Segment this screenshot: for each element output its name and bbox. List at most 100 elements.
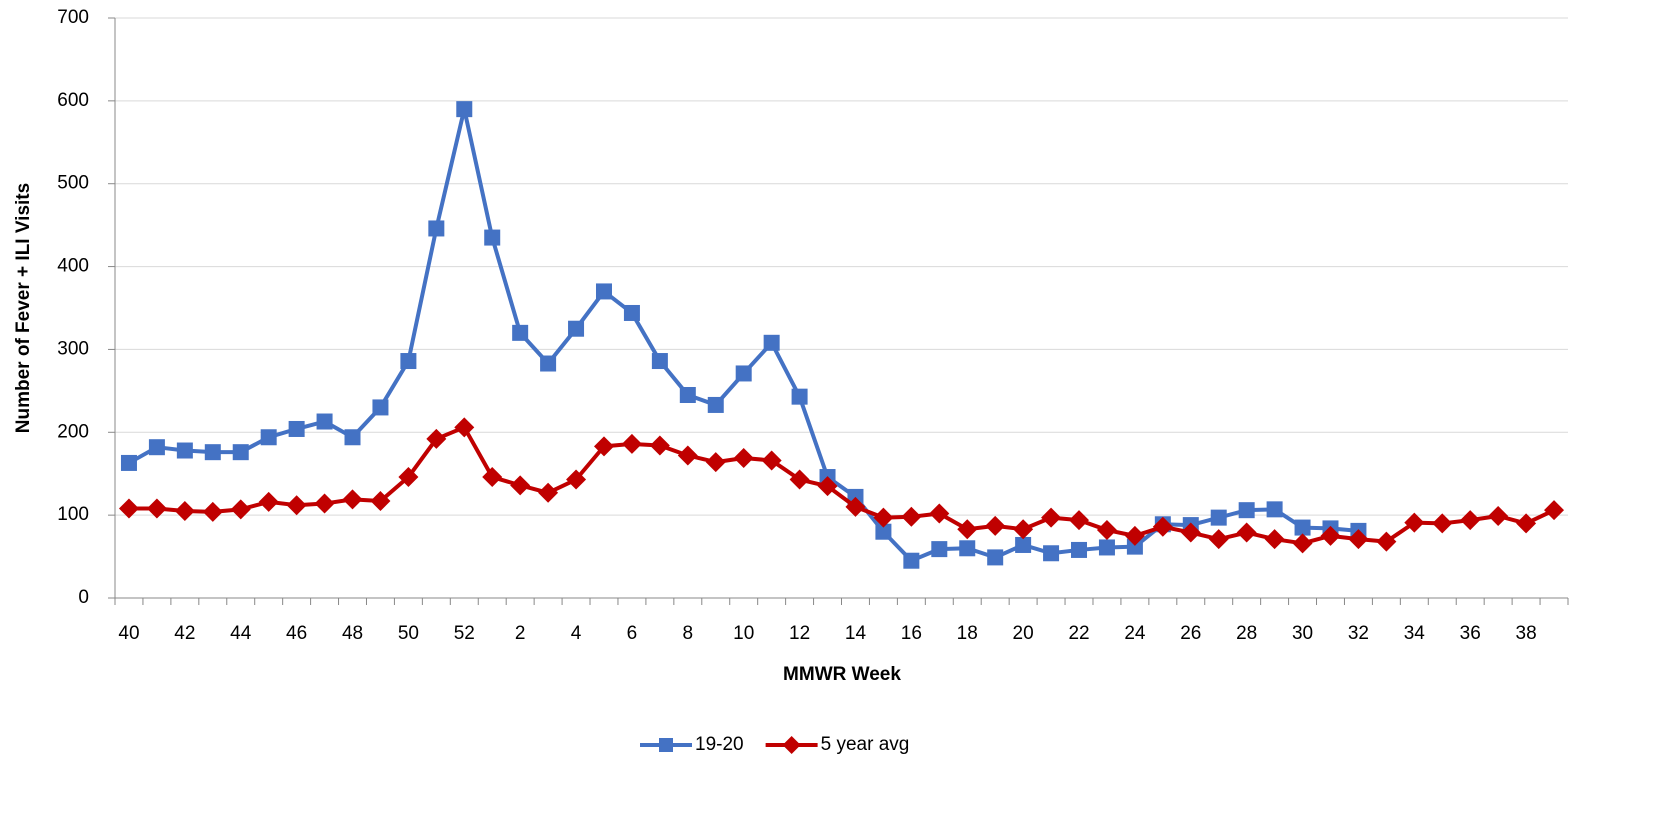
marker [649, 435, 670, 456]
x-tick-label: 2 [515, 623, 526, 644]
marker [372, 399, 389, 416]
marker [566, 469, 587, 490]
marker [148, 439, 165, 456]
marker [875, 523, 892, 540]
marker [903, 552, 920, 569]
marker [204, 444, 221, 461]
marker [1238, 502, 1255, 519]
x-tick-label: 4 [571, 623, 582, 644]
x-tick-label: 12 [789, 623, 810, 644]
y-tick-label: 400 [57, 256, 89, 277]
marker [146, 498, 167, 519]
marker [454, 417, 475, 438]
x-tick-label: 42 [174, 623, 195, 644]
x-tick-label: 32 [1348, 623, 1369, 644]
x-tick-label: 50 [398, 623, 419, 644]
x-tick-label: 48 [342, 623, 363, 644]
marker [1180, 522, 1201, 543]
marker [929, 503, 950, 524]
y-tick-label: 200 [57, 421, 89, 442]
marker [342, 489, 363, 510]
y-tick-label: 300 [57, 338, 89, 359]
y-tick-label: 700 [57, 7, 89, 28]
marker [1460, 510, 1481, 531]
marker [1098, 539, 1115, 556]
x-tick-label: 44 [230, 623, 252, 644]
marker [763, 334, 780, 351]
x-tick-label: 52 [454, 623, 475, 644]
marker [512, 324, 529, 341]
y-tick-label: 100 [57, 504, 89, 525]
marker [1320, 525, 1341, 546]
marker [791, 388, 808, 405]
x-tick-label: 14 [845, 623, 867, 644]
marker [1041, 507, 1062, 528]
marker [651, 353, 668, 370]
marker [789, 469, 810, 490]
marker [286, 495, 307, 516]
marker [782, 736, 801, 754]
marker [288, 420, 305, 437]
y-axis-title: Number of Fever + ILI Visits [13, 183, 34, 433]
marker [370, 491, 391, 512]
marker [1294, 519, 1311, 536]
marker [959, 540, 976, 557]
y-tick-label: 600 [57, 90, 89, 111]
marker [987, 549, 1004, 566]
marker [400, 353, 417, 370]
x-tick-label: 16 [901, 623, 922, 644]
y-tick-label: 500 [57, 173, 89, 194]
marker [1208, 529, 1229, 550]
marker [344, 429, 361, 446]
marker [1376, 531, 1397, 552]
marker [1488, 505, 1509, 526]
marker [735, 365, 752, 382]
y-tick-label: 0 [78, 587, 89, 608]
marker [456, 101, 473, 118]
series-line [127, 107, 1359, 563]
marker [398, 467, 419, 488]
x-tick-label: 6 [627, 623, 638, 644]
marker [1126, 538, 1143, 555]
x-tick-label: 34 [1404, 623, 1426, 644]
marker [1404, 512, 1425, 533]
marker [426, 428, 447, 449]
marker [568, 320, 585, 337]
marker [482, 467, 503, 488]
x-tick-label: 10 [733, 623, 754, 644]
x-tick-label: 38 [1516, 623, 1537, 644]
marker [314, 493, 335, 514]
x-tick-label: 46 [286, 623, 307, 644]
marker [1152, 516, 1173, 537]
marker [621, 433, 642, 454]
marker [1015, 536, 1032, 553]
series-line [128, 425, 1555, 546]
marker [705, 452, 726, 473]
marker [428, 220, 445, 237]
marker [258, 491, 279, 512]
marker [1432, 513, 1453, 534]
marker [679, 387, 696, 403]
marker [174, 501, 195, 521]
marker [985, 515, 1006, 536]
marker [202, 501, 223, 522]
legend-label: 5 year avg [821, 734, 910, 755]
x-tick-label: 8 [683, 623, 694, 644]
marker [1292, 533, 1313, 554]
marker [230, 499, 251, 520]
marker [1071, 541, 1088, 558]
marker [1544, 500, 1565, 521]
marker [1013, 519, 1034, 540]
marker [510, 475, 531, 496]
x-tick-label: 24 [1124, 623, 1146, 644]
marker [1096, 520, 1117, 541]
marker [1516, 513, 1537, 534]
marker [232, 444, 249, 461]
marker [1264, 529, 1285, 550]
marker [659, 738, 673, 752]
marker [1124, 525, 1145, 546]
marker [707, 396, 724, 413]
marker [817, 476, 838, 497]
marker [1210, 509, 1227, 526]
